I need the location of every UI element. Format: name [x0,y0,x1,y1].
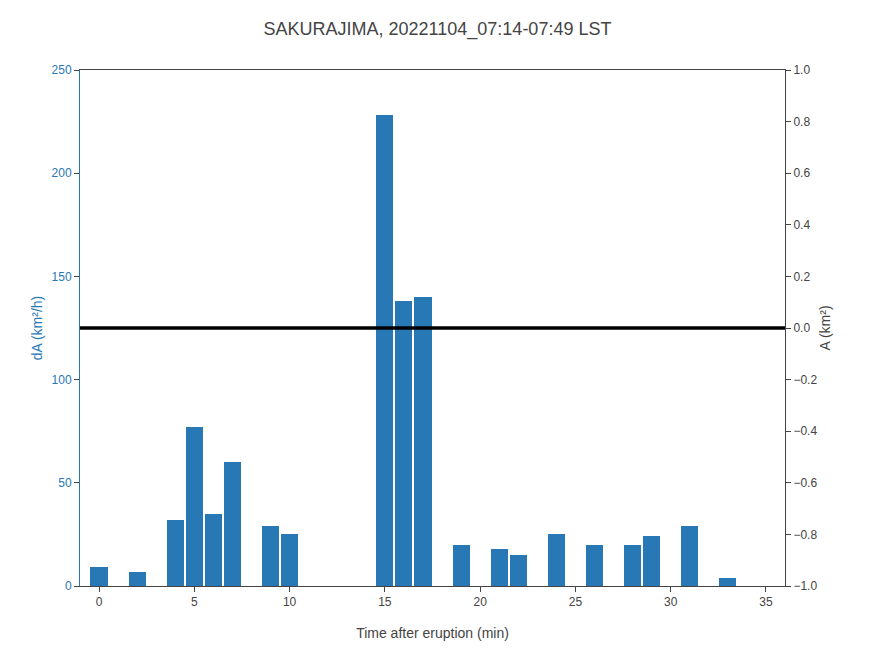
svg-text:0.6: 0.6 [793,166,810,180]
svg-text:0.8: 0.8 [793,115,810,129]
svg-text:1.0: 1.0 [793,63,810,77]
svg-text:35: 35 [759,595,773,609]
svg-text:15: 15 [378,595,392,609]
svg-text:200: 200 [52,166,72,180]
svg-text:Time after eruption (min): Time after eruption (min) [356,625,509,641]
svg-text:0: 0 [65,579,72,593]
svg-text:50: 50 [58,476,72,490]
svg-text:5: 5 [191,595,198,609]
svg-text:0.0: 0.0 [793,321,810,335]
svg-text:10: 10 [283,595,297,609]
svg-text:A (km²): A (km²) [817,305,833,350]
svg-text:0.4: 0.4 [793,218,810,232]
svg-text:−0.6: −0.6 [793,476,817,490]
svg-text:SAKURAJIMA, 20221104_07:14-07:: SAKURAJIMA, 20221104_07:14-07:49 LST [264,19,612,40]
svg-text:30: 30 [664,595,678,609]
svg-text:−0.8: −0.8 [793,528,817,542]
svg-text:0.2: 0.2 [793,270,810,284]
svg-text:150: 150 [52,270,72,284]
svg-text:25: 25 [569,595,583,609]
svg-text:250: 250 [52,63,72,77]
svg-text:100: 100 [52,373,72,387]
svg-text:20: 20 [473,595,487,609]
svg-text:dA (km²/h): dA (km²/h) [29,296,45,361]
svg-text:−0.2: −0.2 [793,373,817,387]
svg-text:−1.0: −1.0 [793,579,817,593]
svg-text:0: 0 [96,595,103,609]
svg-text:−0.4: −0.4 [793,424,817,438]
